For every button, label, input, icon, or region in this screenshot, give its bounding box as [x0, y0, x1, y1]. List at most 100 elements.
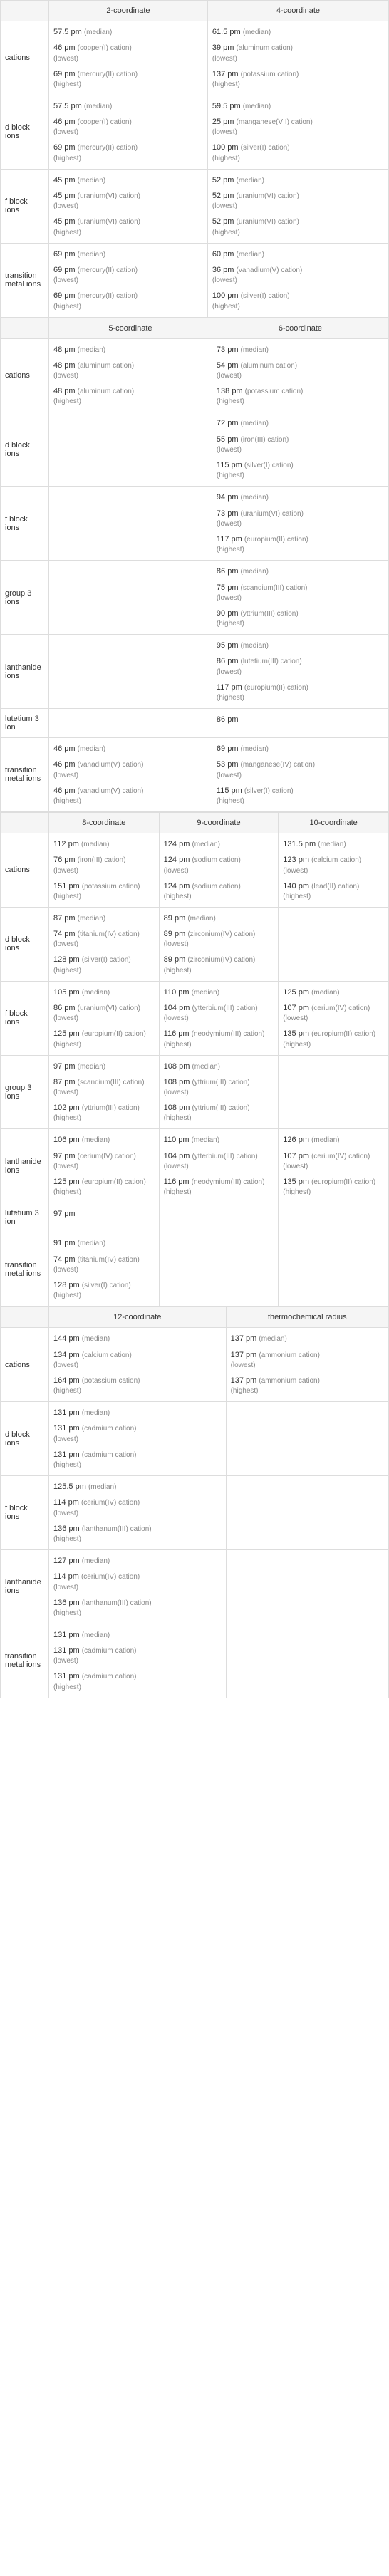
cell-entry: 106 pm (median) [53, 1135, 155, 1145]
value: 87 pm [53, 1078, 76, 1086]
cell-entry: 69 pm (median) [217, 744, 384, 754]
cell-entry: 140 pm (lead(II) cation)(highest) [283, 881, 384, 901]
stat-label: (lowest) [283, 1162, 384, 1171]
data-cell: 97 pm (median)87 pm (scandium(III) catio… [49, 1055, 160, 1129]
stat-label: (highest) [53, 154, 203, 163]
data-cell: 112 pm (median)76 pm (iron(III) cation)(… [49, 833, 160, 907]
cell-entry: 52 pm (uranium(VI) cation)(highest) [212, 217, 384, 237]
stat-label: (lowest) [53, 1162, 155, 1171]
description: (potassium cation) [245, 388, 304, 395]
remark: (median) [241, 420, 269, 427]
description: (cadmium cation) [82, 1673, 137, 1681]
remark: (median) [82, 1136, 110, 1144]
remark: (median) [82, 989, 110, 997]
stat-label: (highest) [164, 1040, 274, 1049]
data-cell: 89 pm (median)89 pm (zirconium(IV) catio… [159, 907, 279, 981]
description: (neodymium(III) cation) [192, 1178, 265, 1186]
data-cell: 59.5 pm (median)25 pm (manganese(VII) ca… [207, 95, 388, 169]
value: 90 pm [217, 609, 239, 618]
row-label: d block ions [1, 1402, 49, 1476]
data-cell: 144 pm (median)134 pm (calcium cation)(l… [49, 1328, 227, 1402]
description: (lead(II) cation) [311, 883, 359, 890]
description: (scandium(III) cation) [241, 584, 308, 592]
row-label: cations [1, 21, 49, 95]
stat-label: (lowest) [53, 1088, 155, 1097]
cell-entry: 104 pm (ytterbium(III) cation)(lowest) [164, 1151, 274, 1171]
value: 48 pm [53, 346, 76, 354]
data-cell: 69 pm (median)69 pm (mercury(II) cation)… [49, 243, 208, 317]
value: 87 pm [53, 914, 76, 923]
data-cell: 106 pm (median) 97 pm (cerium(IV) cation)… [49, 1129, 160, 1203]
cell-entry: 138 pm (potassium cation)(highest) [217, 386, 384, 406]
stat-label: (lowest) [212, 202, 384, 211]
cell-entry: 114 pm (cerium(IV) cation)(lowest) [53, 1497, 222, 1517]
cell-entry: 114 pm (cerium(IV) cation)(lowest) [53, 1572, 222, 1591]
description: (iron(III) cation) [78, 856, 126, 864]
value: 75 pm [217, 583, 239, 592]
value: 69 pm [53, 291, 76, 300]
description: (cadmium cation) [82, 1451, 137, 1459]
remark: (median) [84, 103, 112, 110]
description: (silver(I) cation) [244, 462, 294, 469]
stat-label: (lowest) [53, 54, 203, 63]
stat-label: (highest) [283, 1040, 384, 1049]
stat-label: (lowest) [164, 940, 274, 949]
value: 108 pm [164, 1062, 190, 1071]
value: 100 pm [212, 291, 239, 300]
description: (yttrium(III) cation) [192, 1079, 249, 1086]
data-cell: 60 pm (median)36 pm (vanadium(V) cation)… [207, 243, 388, 317]
value: 104 pm [164, 1152, 190, 1160]
stat-label: (lowest) [212, 128, 384, 137]
value: 102 pm [53, 1103, 80, 1112]
data-table: 5-coordinate6-coordinatecations48 pm (me… [0, 318, 389, 812]
blank-header [1, 1, 49, 21]
description: (sodium cation) [192, 856, 240, 864]
stat-label: (highest) [217, 545, 384, 554]
value: 131 pm [53, 1450, 80, 1459]
remark: (median) [237, 177, 264, 185]
cell-entry: 86 pm (uranium(VI) cation)(lowest) [53, 1003, 155, 1023]
data-cell: 110 pm (median)104 pm (ytterbium(III) ca… [159, 981, 279, 1055]
data-cell: 46 pm (median)46 pm (vanadium(V) cation)… [49, 738, 212, 812]
value: 134 pm [53, 1351, 80, 1359]
value: 89 pm [164, 914, 186, 923]
value: 115 pm [217, 461, 242, 469]
cell-entry: 69 pm (mercury(II) cation)(highest) [53, 291, 203, 311]
value: 138 pm [217, 387, 243, 395]
cell-entry: 97 pm (cerium(IV) cation)(lowest) [53, 1151, 155, 1171]
value: 45 pm [53, 217, 76, 226]
description: (vanadium(V) cation) [78, 787, 144, 795]
description: (uranium(VI) cation) [237, 218, 299, 226]
cell-entry: 116 pm (neodymium(III) cation)(highest) [164, 1177, 274, 1197]
value: 123 pm [283, 856, 309, 864]
data-cell: 69 pm (median)53 pm (manganese(IV) catio… [212, 738, 388, 812]
value: 107 pm [283, 1152, 309, 1160]
cell-entry: 45 pm (median) [53, 175, 203, 185]
value: 114 pm [53, 1572, 79, 1581]
row-label: lutetium 3 ion [1, 709, 49, 738]
column-header: 9-coordinate [159, 812, 279, 833]
stat-label: (lowest) [53, 1435, 222, 1444]
cell-entry: 54 pm (aluminum cation)(lowest) [217, 360, 384, 380]
value: 46 pm [53, 43, 76, 52]
description: (mercury(II) cation) [78, 144, 138, 152]
cell-entry: 164 pm (potassium cation)(highest) [53, 1376, 222, 1396]
stat-label: (lowest) [212, 54, 384, 63]
data-cell [279, 1203, 389, 1232]
value: 144 pm [53, 1334, 80, 1343]
stat-label: (highest) [231, 1386, 384, 1396]
stat-label: (highest) [212, 154, 384, 163]
cell-entry: 107 pm (cerium(IV) cation)(lowest) [283, 1151, 384, 1171]
value: 89 pm [164, 930, 186, 938]
data-cell: 73 pm (median)54 pm (aluminum cation)(lo… [212, 338, 388, 412]
value: 128 pm [53, 1281, 80, 1289]
description: (mercury(II) cation) [78, 266, 138, 274]
cell-entry: 94 pm (median) [217, 492, 384, 502]
cell-entry: 55 pm (iron(III) cation)(lowest) [217, 435, 384, 455]
value: 53 pm [217, 760, 239, 769]
row-label: d block ions [1, 95, 49, 169]
data-table: 2-coordinate4-coordinatecations57.5 pm (… [0, 0, 389, 318]
value: 124 pm [164, 856, 190, 864]
value: 73 pm [217, 346, 239, 354]
stat-label: (highest) [53, 1113, 155, 1123]
